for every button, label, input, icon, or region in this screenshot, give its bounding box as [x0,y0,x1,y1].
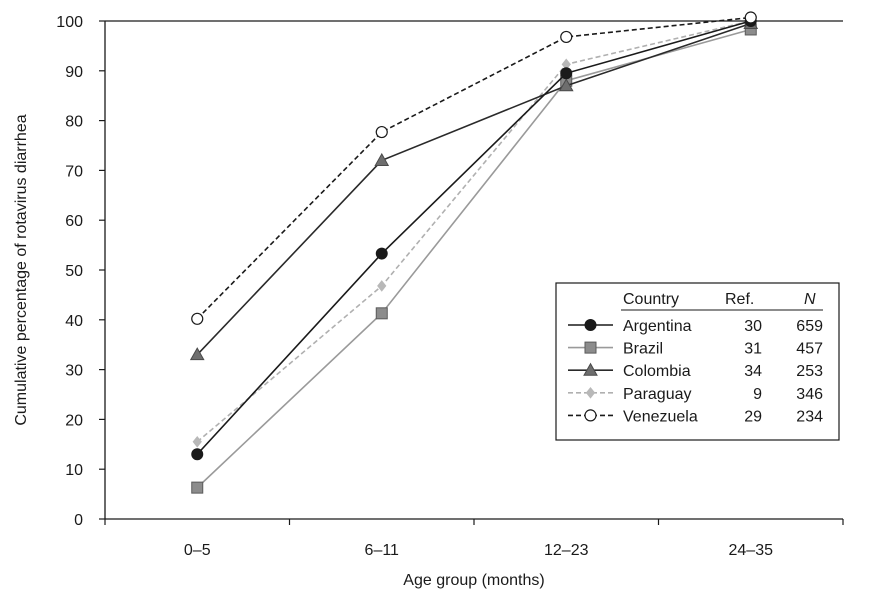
legend-ref: 30 [744,318,762,335]
legend-country: Paraguay [623,386,692,403]
series-layer [189,11,759,494]
legend-entry: Paraguay 9 346 [568,386,823,403]
legend-rows: Argentina 30 659 Brazil 31 457 Colombia 34 253 Pa… [568,318,823,425]
x-tick-label: 6–11 [365,542,400,559]
y-tick-label: 90 [65,64,83,81]
legend-country: Argentina [623,318,692,335]
data-point-colombia [558,78,574,92]
legend-country: Colombia [623,363,691,380]
x-tick-label: 24–35 [729,542,774,559]
data-point-argentina [191,448,204,461]
y-tick-label: 50 [65,263,83,280]
legend-ref: 31 [744,341,762,358]
y-tick-label: 10 [65,462,83,479]
legend-n: 659 [796,318,823,335]
y-tick-label: 20 [65,412,83,429]
legend-country: Venezuela [623,408,698,425]
series-line-paraguay [196,20,751,443]
data-point-colombia [189,347,205,361]
data-point-argentina [375,247,388,260]
series-line-venezuela [196,16,751,320]
series-venezuela [191,11,757,325]
data-point-paraguay [377,280,387,292]
legend-marker [584,341,597,354]
y-tick-label: 0 [74,512,83,529]
legend-marker [585,386,596,399]
y-axis-title: Cumulative percentage of rotavirus diarr… [13,114,30,425]
series-line-colombia [196,22,752,356]
data-point-venezuela [191,312,204,325]
legend-box [555,282,840,441]
legend-header-ref: Ref. [725,291,754,308]
legend-marker [584,409,597,422]
legend-marker [584,319,597,331]
data-point-paraguay [192,436,202,448]
y-tick-label: 40 [65,313,83,330]
legend-country: Brazil [623,341,663,358]
x-axis-title: Age group (months) [403,572,544,589]
legend-header-n: N [804,291,816,308]
series-line-argentina [196,20,751,455]
y-tick-label: 70 [65,163,83,180]
legend-n: 253 [796,363,823,380]
axes: 0 10 20 30 40 50 60 70 80 90 100 0–5 6–11 12–23 24–35 A… [13,14,844,589]
data-point-venezuela [560,30,573,44]
legend-n: 234 [796,408,823,425]
data-point-argentina [560,67,573,80]
legend-entry: Colombia 34 253 [568,362,823,380]
series-argentina [191,15,757,461]
legend-entry: Venezuela 29 234 [568,408,823,425]
legend-header-country: Country [623,291,679,308]
legend-marker [583,362,598,376]
data-point-venezuela [375,125,388,139]
legend-n: 457 [796,341,823,358]
legend-ref: 9 [753,386,762,403]
legend: Country Ref. N Argentina 30 659 Brazil 31 457… [555,282,840,441]
legend-ref: 34 [744,363,762,380]
legend-n: 346 [796,386,823,403]
y-tick-label: 60 [65,213,83,230]
legend-ref: 29 [744,408,762,425]
y-tick-label: 30 [65,363,83,380]
data-point-colombia [374,152,390,166]
x-tick-label: 0–5 [184,542,211,559]
y-tick-label: 100 [56,14,83,31]
y-tick-label: 80 [65,114,83,131]
data-point-brazil [375,307,388,320]
data-point-brazil [191,481,204,494]
legend-entry: Argentina 30 659 [568,318,823,335]
legend-entry: Brazil 31 457 [568,341,823,358]
x-tick-label: 12–23 [544,542,589,559]
data-point-venezuela [744,11,757,24]
